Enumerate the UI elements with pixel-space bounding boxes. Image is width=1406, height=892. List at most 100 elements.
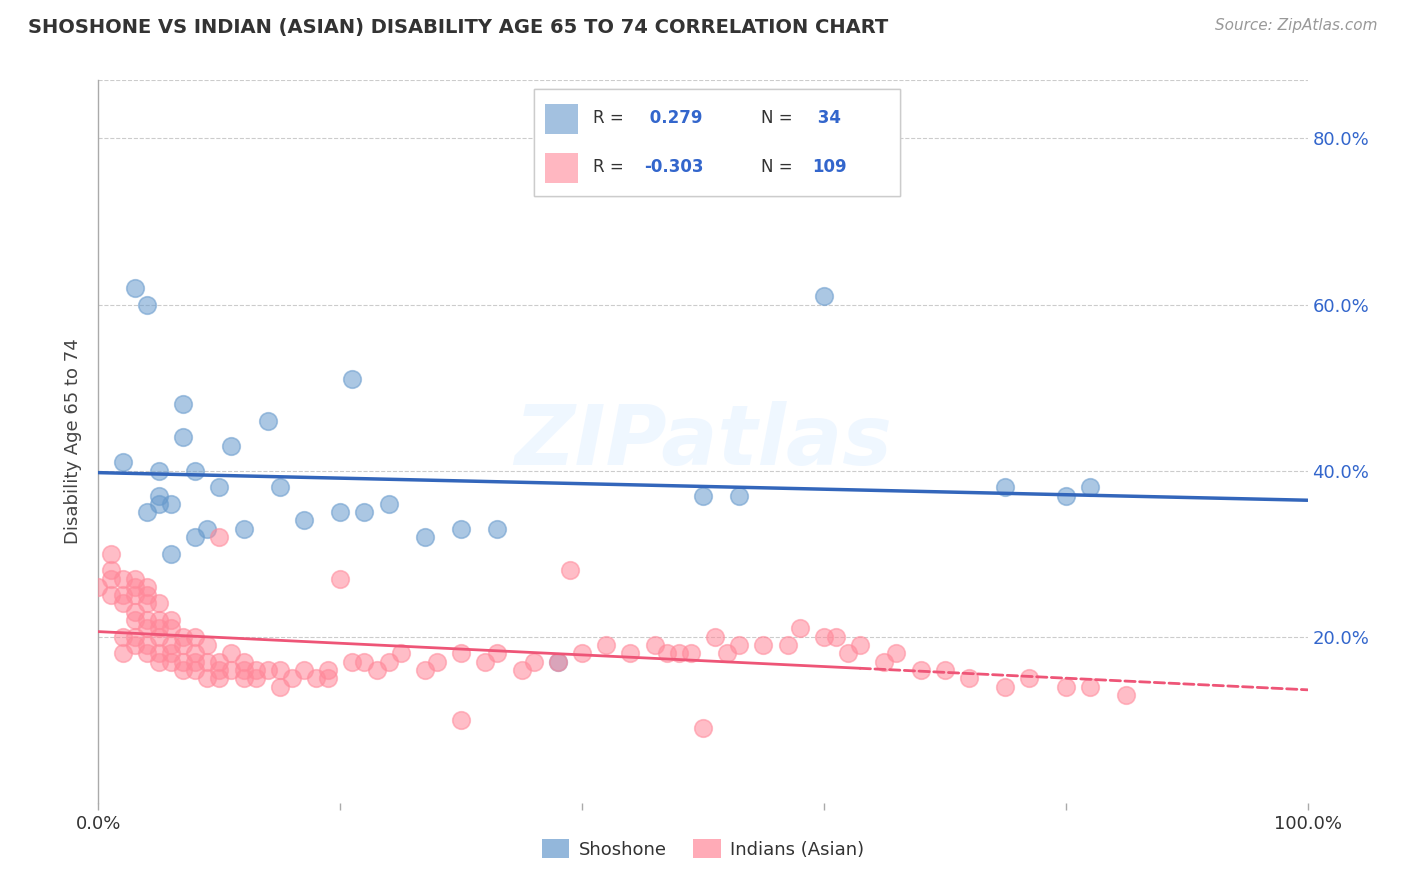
Point: [269, 680, 291, 694]
Point: [245, 671, 267, 685]
Point: [776, 638, 799, 652]
Point: [716, 646, 738, 660]
Point: [547, 655, 569, 669]
Point: [221, 663, 243, 677]
Point: [160, 638, 183, 652]
Point: [148, 655, 170, 669]
Point: [547, 655, 569, 669]
Point: [692, 721, 714, 735]
Point: [184, 655, 207, 669]
Point: [111, 630, 134, 644]
Text: Source: ZipAtlas.com: Source: ZipAtlas.com: [1215, 18, 1378, 33]
Point: [135, 297, 157, 311]
Text: R =: R =: [593, 159, 623, 177]
Point: [195, 671, 218, 685]
Point: [148, 646, 170, 660]
Point: [100, 588, 122, 602]
Point: [486, 522, 509, 536]
Point: [232, 663, 254, 677]
Point: [135, 613, 157, 627]
Point: [789, 621, 811, 635]
Point: [148, 630, 170, 644]
Point: [450, 713, 472, 727]
Point: [1078, 480, 1101, 494]
Point: [510, 663, 533, 677]
Point: [208, 480, 231, 494]
Text: N =: N =: [761, 159, 793, 177]
Point: [232, 671, 254, 685]
Point: [184, 646, 207, 660]
Point: [728, 489, 751, 503]
Point: [692, 489, 714, 503]
Point: [172, 630, 194, 644]
Point: [450, 522, 472, 536]
Y-axis label: Disability Age 65 to 74: Disability Age 65 to 74: [65, 339, 83, 544]
Point: [172, 638, 194, 652]
Point: [825, 630, 848, 644]
Point: [450, 646, 472, 660]
Point: [195, 638, 218, 652]
Point: [100, 563, 122, 577]
Point: [353, 655, 375, 669]
Point: [172, 430, 194, 444]
Point: [704, 630, 727, 644]
Point: [389, 646, 412, 660]
Point: [292, 663, 315, 677]
Point: [124, 281, 146, 295]
Point: [245, 663, 267, 677]
Point: [474, 655, 496, 669]
Point: [135, 621, 157, 635]
Point: [994, 680, 1017, 694]
Point: [184, 464, 207, 478]
Point: [135, 638, 157, 652]
Point: [595, 638, 617, 652]
Point: [148, 613, 170, 627]
Point: [135, 646, 157, 660]
Point: [172, 397, 194, 411]
Point: [413, 663, 436, 677]
Point: [195, 655, 218, 669]
Point: [316, 671, 339, 685]
Point: [184, 663, 207, 677]
Point: [124, 588, 146, 602]
Legend: Shoshone, Indians (Asian): Shoshone, Indians (Asian): [536, 832, 870, 866]
Point: [111, 572, 134, 586]
Point: [957, 671, 980, 685]
Point: [148, 497, 170, 511]
Point: [124, 572, 146, 586]
Point: [934, 663, 956, 677]
Point: [292, 513, 315, 527]
Point: [111, 597, 134, 611]
FancyBboxPatch shape: [534, 89, 900, 196]
Point: [232, 522, 254, 536]
Point: [728, 638, 751, 652]
Point: [655, 646, 678, 660]
Text: 34: 34: [813, 109, 841, 127]
FancyBboxPatch shape: [546, 104, 578, 134]
Point: [752, 638, 775, 652]
Point: [135, 505, 157, 519]
Point: [353, 505, 375, 519]
Point: [813, 289, 835, 303]
Point: [256, 414, 278, 428]
Point: [668, 646, 690, 660]
Point: [208, 663, 231, 677]
Point: [305, 671, 328, 685]
Point: [1054, 680, 1077, 694]
Point: [221, 439, 243, 453]
Point: [571, 646, 593, 660]
Point: [124, 605, 146, 619]
Point: [486, 646, 509, 660]
Point: [124, 613, 146, 627]
Point: [281, 671, 304, 685]
Point: [124, 638, 146, 652]
Point: [269, 663, 291, 677]
Point: [413, 530, 436, 544]
Point: [87, 580, 110, 594]
Point: [135, 580, 157, 594]
Point: [558, 563, 581, 577]
Point: [232, 655, 254, 669]
Point: [111, 455, 134, 469]
Point: [1018, 671, 1040, 685]
Point: [135, 588, 157, 602]
